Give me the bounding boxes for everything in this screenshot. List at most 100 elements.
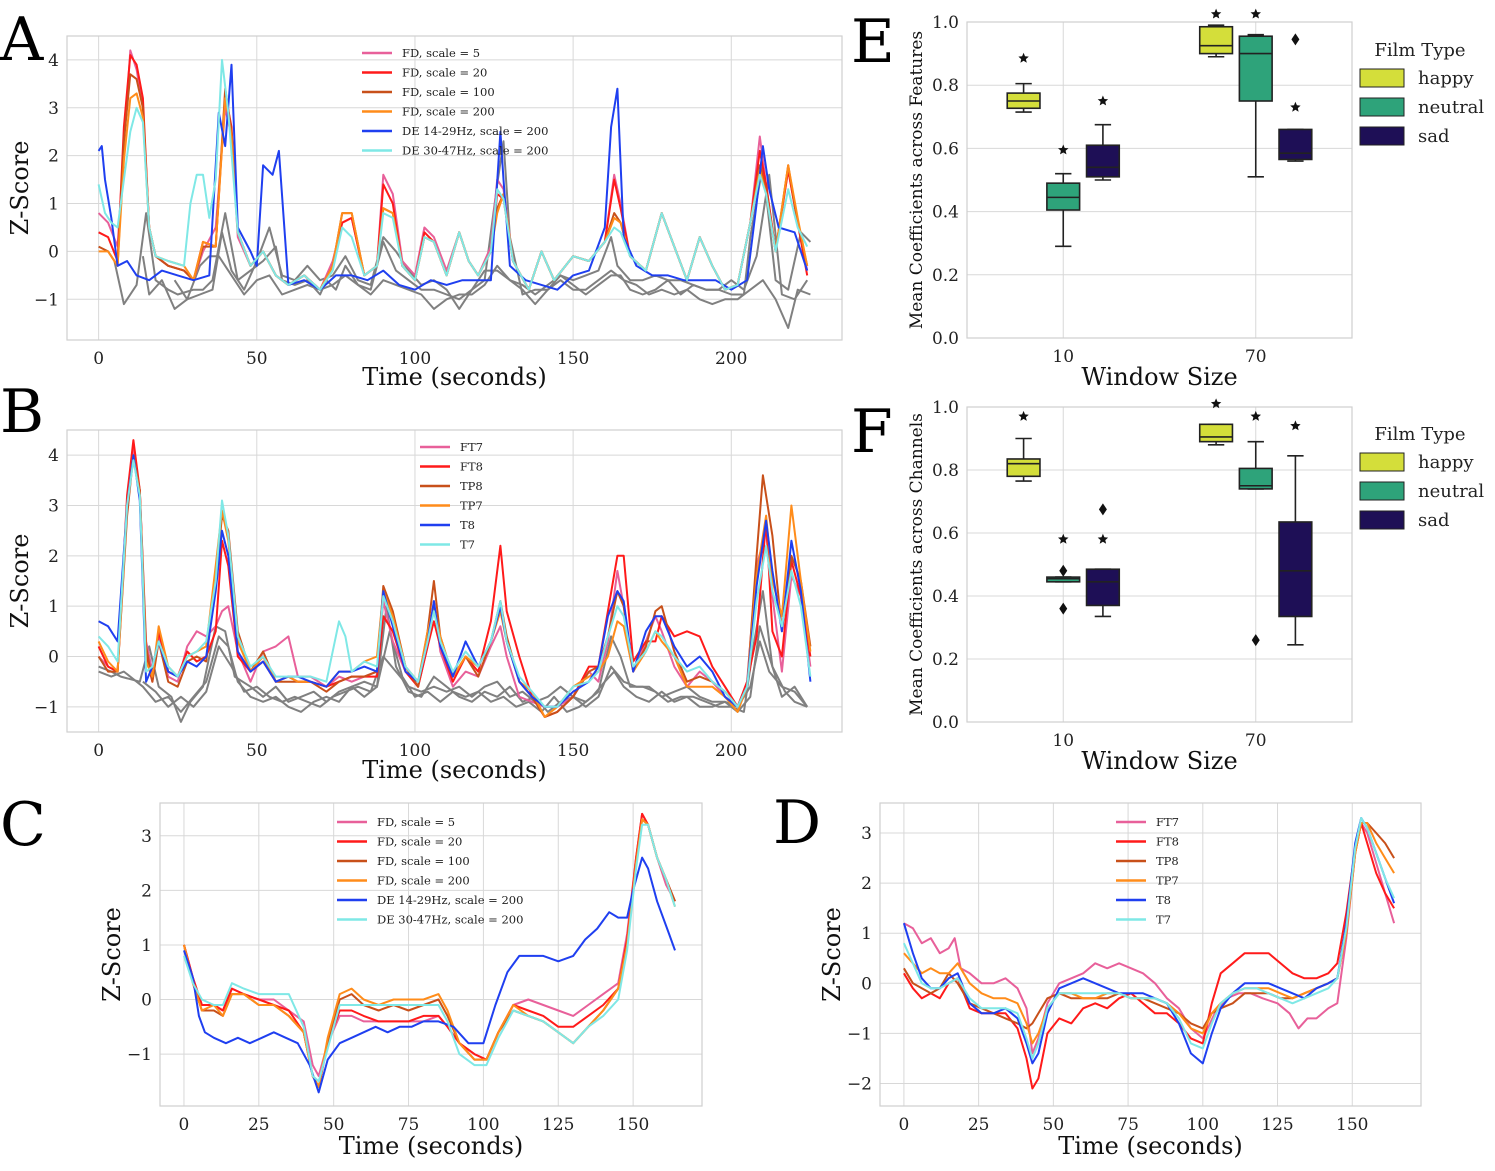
- y-tick-label: 0.4: [932, 203, 959, 223]
- x-tick-label: 100: [1187, 1115, 1219, 1135]
- y-tick-label: 1.0: [932, 13, 959, 33]
- plot-frame: [159, 802, 703, 1107]
- y-tick-label: 2: [48, 147, 59, 167]
- box-body: [1085, 568, 1121, 607]
- outlier-star: [1290, 420, 1301, 431]
- legend-label: happy: [1418, 68, 1474, 89]
- legend-label: sad: [1418, 510, 1450, 531]
- x-tick-label: 75: [398, 1115, 420, 1135]
- series-line-gray: [98, 625, 809, 713]
- x-axis-label: Time (seconds): [362, 756, 547, 784]
- x-tick-label: 125: [542, 1115, 574, 1135]
- x-tick-label: 50: [1043, 1115, 1065, 1135]
- y-tick-label: 0.6: [932, 524, 959, 544]
- x-axis-label: Time (seconds): [339, 1132, 524, 1160]
- box-sad-10: [1085, 95, 1121, 181]
- panel-letter-a: A: [0, 5, 44, 75]
- y-tick-label: 3: [141, 827, 152, 847]
- x-tick-label: 125: [1261, 1115, 1293, 1135]
- outlier-star: [1250, 410, 1261, 421]
- y-tick-label: 4: [48, 446, 59, 466]
- series-line-gray: [141, 173, 809, 310]
- y-tick-label: 1: [141, 936, 152, 956]
- y-tick-label: −1: [34, 698, 59, 718]
- series-line: [903, 822, 1395, 1090]
- box-body: [1238, 467, 1273, 490]
- x-tick-label: 100: [399, 741, 431, 761]
- x-tick-label: 200: [715, 349, 747, 369]
- y-tick-label: 0.2: [932, 650, 959, 670]
- panel-letter-e: E: [851, 7, 895, 77]
- panel-letter-c: C: [0, 790, 46, 860]
- legend-label: DE 14-29Hz, scale = 200: [377, 893, 523, 907]
- y-tick-label: 0: [141, 991, 152, 1011]
- y-tick-label: 0.8: [932, 76, 959, 96]
- box-happy-70: [1198, 398, 1234, 446]
- legend-label: FD, scale = 5: [402, 46, 480, 60]
- x-tick-label: 10: [1052, 347, 1074, 367]
- series-line: [902, 817, 1396, 1060]
- series-line-gray: [142, 640, 808, 708]
- x-tick-label: 50: [246, 349, 268, 369]
- legend-swatch: [1359, 481, 1405, 501]
- outlier-star: [1290, 101, 1301, 112]
- plot-frame: [966, 406, 1353, 723]
- x-tick-label: 0: [898, 1115, 909, 1135]
- box-body: [1198, 423, 1234, 443]
- box-body: [1238, 35, 1273, 102]
- x-tick-label: 150: [1336, 1115, 1368, 1135]
- legend-swatch: [1359, 126, 1405, 146]
- outlier-star: [1097, 533, 1109, 544]
- legend-label: T8: [460, 518, 475, 532]
- plot-frame: [966, 21, 1353, 339]
- panel-letter-b: B: [0, 377, 44, 447]
- x-tick-label: 75: [1117, 1115, 1139, 1135]
- outlier-diamond: [1098, 503, 1107, 516]
- y-tick-label: 2: [861, 874, 872, 894]
- x-tick-label: 100: [399, 349, 431, 369]
- chart-b: 0 50 100 150 200 −1 0 1 2 3 4 FT7 FT8 TP8 TP7 T8 T7 Time …: [6, 429, 843, 784]
- legend-label: neutral: [1418, 481, 1484, 502]
- y-tick-label: −1: [847, 1024, 872, 1044]
- series-line: [902, 817, 1396, 1065]
- outlier-star: [1250, 8, 1261, 19]
- legend-label: FD, scale = 20: [402, 66, 487, 80]
- legend-label: FD, scale = 5: [377, 815, 455, 829]
- x-tick-label: 150: [557, 349, 589, 369]
- box-body: [1278, 128, 1313, 161]
- box-body: [1006, 458, 1041, 478]
- box-body: [1085, 144, 1121, 178]
- legend-label: TP7: [460, 499, 483, 513]
- outlier-star: [1210, 398, 1222, 409]
- y-axis-label: Z-Score: [98, 907, 126, 1002]
- outlier-star: [1058, 533, 1069, 544]
- x-tick-label: 70: [1245, 347, 1267, 367]
- x-tick-label: 50: [323, 1115, 345, 1135]
- y-tick-label: 0.4: [932, 587, 959, 607]
- plot-frame: [879, 802, 1422, 1107]
- y-tick-label: −1: [127, 1045, 152, 1065]
- y-tick-label: 0: [48, 242, 59, 262]
- plot-frame: [66, 429, 843, 733]
- legend-label: FD, scale = 20: [377, 835, 462, 849]
- box-body: [1198, 25, 1234, 55]
- plot-frame: [66, 35, 843, 341]
- x-axis-label: Time (seconds): [362, 363, 547, 391]
- x-tick-label: 0: [93, 741, 104, 761]
- x-tick-label: 150: [617, 1115, 649, 1135]
- legend-label: DE 14-29Hz, scale = 200: [402, 124, 548, 138]
- legend-label: TP7: [1156, 874, 1179, 888]
- panel-letter-f: F: [851, 397, 893, 467]
- series-line: [183, 823, 676, 1083]
- legend-title: Film Type: [1374, 40, 1465, 61]
- y-axis-label: Z-Score: [818, 907, 846, 1002]
- legend-label: DE 30-47Hz, scale = 200: [402, 144, 548, 158]
- legend-label: TP8: [1156, 854, 1179, 868]
- chart-e: 0.0 0.2 0.4 0.6 0.8 1.0 10 70 Film Type happy neut…: [907, 8, 1484, 391]
- y-tick-label: 4: [48, 51, 59, 71]
- y-axis-label: Z-Score: [6, 141, 34, 236]
- x-tick-label: 0: [179, 1115, 190, 1135]
- y-tick-label: 0.6: [932, 139, 959, 159]
- legend-label: T7: [1156, 913, 1171, 927]
- outlier-diamond: [1251, 634, 1260, 647]
